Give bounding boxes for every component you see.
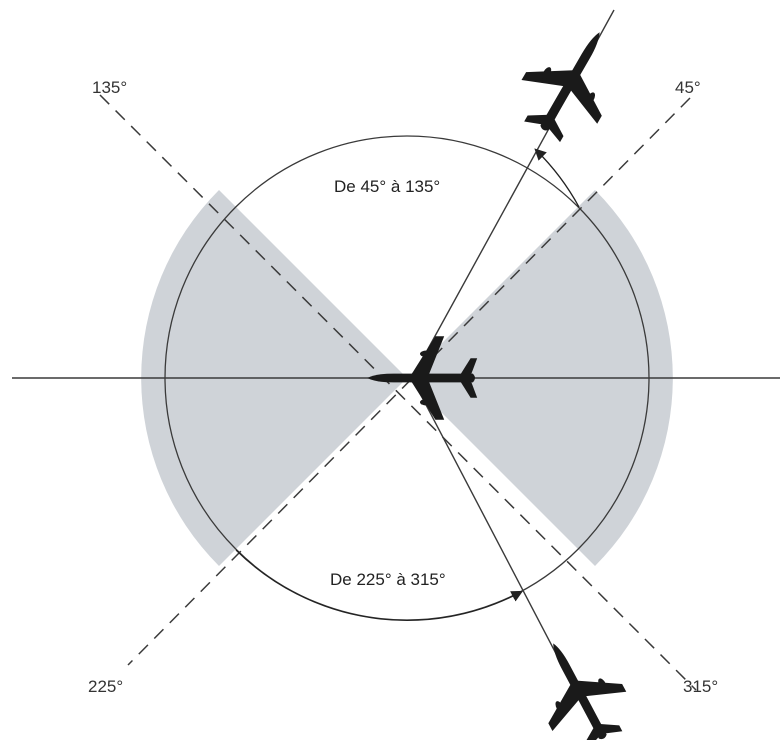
lower-arc-arrow	[235, 549, 524, 622]
diagonal-135-315-line	[99, 94, 697, 691]
upper-arc-arrow	[534, 148, 580, 208]
angle-label-225: 225°	[88, 677, 123, 696]
angle-label-45: 45°	[675, 78, 701, 97]
sector-label-upper: De 45° à 135°	[334, 177, 440, 196]
angle-label-135: 135°	[92, 78, 127, 97]
sector-label-lower: De 225° à 315°	[330, 570, 446, 589]
angle-label-315: 315°	[683, 677, 718, 696]
airplane-icon	[516, 623, 642, 740]
airplane-icon	[504, 10, 638, 154]
